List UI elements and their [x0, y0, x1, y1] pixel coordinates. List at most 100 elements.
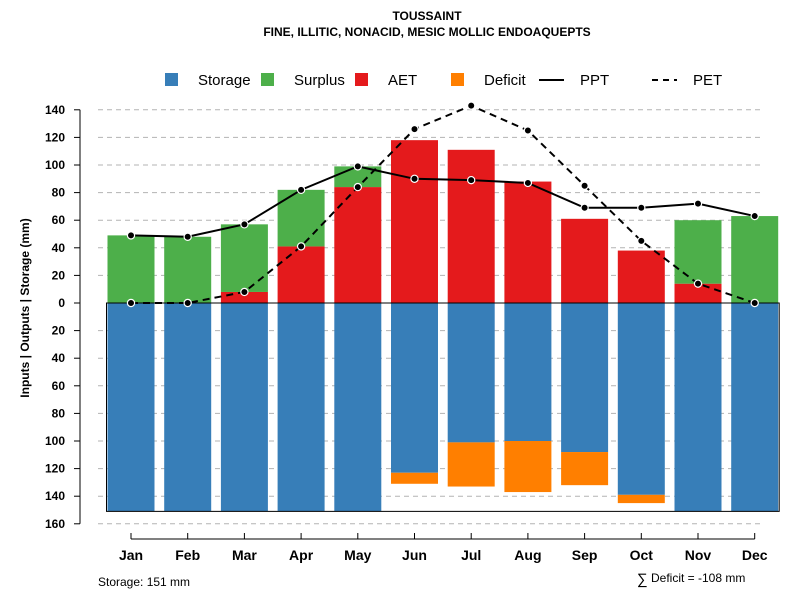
y-tick-label: 140	[45, 103, 65, 117]
sum-symbol: ∑	[637, 571, 648, 588]
legend-label-ppt: PPT	[580, 72, 609, 89]
bar-deficit	[617, 494, 665, 504]
bar-aet	[561, 218, 609, 303]
ppt-point	[183, 232, 192, 241]
x-tick-label: Nov	[685, 547, 712, 563]
ppt-point	[580, 203, 589, 212]
y-tick-label: 160	[45, 517, 65, 531]
bar-aet	[447, 149, 495, 303]
bar-surplus	[164, 236, 212, 303]
bar-storage	[277, 303, 325, 512]
y-tick-label: 100	[45, 434, 65, 448]
series-lines	[126, 101, 759, 308]
x-tick-label: Oct	[630, 547, 654, 563]
bar-surplus	[731, 216, 779, 303]
pet-point	[296, 242, 306, 251]
pet-point	[580, 181, 589, 190]
x-tick-label: Jun	[402, 547, 427, 563]
storage-note: Storage: 151 mm	[98, 575, 190, 589]
y-tick-label: 120	[45, 130, 65, 144]
bar-storage	[504, 303, 552, 441]
axes: 140 120 100 80 60 40 20 0 20 40 60 80 100 120 140 160 Ja…	[45, 103, 768, 563]
legend-label-surplus: Surplus	[294, 72, 345, 89]
bar-surplus	[277, 189, 325, 247]
bar-deficit	[391, 472, 438, 484]
legend-label-aet: AET	[388, 72, 417, 89]
y-tick-label: 0	[58, 296, 65, 310]
ppt-point	[750, 211, 759, 221]
bar-storage	[617, 303, 665, 495]
bar-aet	[391, 140, 438, 303]
bars	[106, 140, 780, 512]
pet-point	[240, 287, 249, 297]
legend-swatch-surplus	[261, 73, 274, 86]
x-tick-label: Jan	[119, 547, 143, 563]
y-tick-label: 80	[52, 406, 66, 420]
legend-label-storage: Storage	[198, 72, 251, 89]
pet-point	[353, 182, 362, 192]
y-tick-label: 40	[52, 351, 66, 365]
x-tick-label: Jul	[461, 547, 481, 563]
y-tick-label: 140	[45, 489, 65, 503]
legend-swatch-storage	[165, 73, 178, 86]
ppt-point	[523, 178, 533, 188]
bar-aet	[334, 187, 382, 303]
bar-deficit	[561, 452, 609, 486]
bar-surplus	[674, 220, 722, 284]
bar-aet	[617, 250, 665, 303]
pet-point	[523, 126, 533, 135]
bar-storage	[674, 303, 722, 512]
y-tick-label: 60	[52, 213, 66, 227]
bar-surplus	[220, 224, 268, 292]
y-tick-label: 80	[52, 186, 66, 200]
pet-point	[467, 101, 476, 110]
pet-point	[693, 279, 703, 288]
bar-aet	[277, 246, 325, 303]
bar-storage	[164, 303, 212, 512]
bar-aet	[220, 291, 268, 303]
bar-storage	[731, 303, 779, 512]
ppt-point	[353, 162, 362, 171]
bar-storage	[334, 303, 382, 512]
bar-aet	[504, 181, 552, 303]
ppt-point	[637, 203, 646, 212]
ppt-point	[240, 220, 249, 229]
ppt-point	[296, 185, 306, 195]
pet-point	[750, 298, 759, 308]
legend-swatch-deficit	[451, 73, 464, 86]
x-tick-label: Dec	[742, 547, 768, 563]
legend-label-pet: PET	[693, 72, 722, 89]
ppt-line	[130, 165, 755, 238]
bar-storage	[220, 303, 268, 512]
y-tick-label: 100	[45, 158, 65, 172]
legend-label-deficit: Deficit	[484, 72, 527, 89]
pet-point	[637, 236, 646, 246]
bar-storage	[561, 303, 609, 453]
pet-point	[410, 124, 419, 134]
x-tick-label: Mar	[232, 547, 257, 563]
ppt-point	[410, 174, 419, 183]
bar-storage	[391, 303, 438, 473]
ppt-point	[693, 199, 703, 208]
x-tick-label: Apr	[289, 547, 314, 563]
x-tick-label: Aug	[514, 547, 541, 563]
bar-deficit	[504, 441, 552, 493]
y-tick-label: 60	[52, 379, 66, 393]
x-tick-label: May	[344, 547, 371, 563]
legend: Storage Surplus AET Deficit PPT PET	[165, 72, 722, 89]
y-tick-label: 40	[52, 241, 66, 255]
chart-subtitle: FINE, ILLITIC, NONACID, MESIC MOLLIC END…	[263, 25, 590, 39]
bar-aet	[674, 283, 722, 303]
x-tick-label: Feb	[175, 547, 200, 563]
y-axis-label: Inputs | Outputs | Storage (mm)	[18, 218, 32, 397]
bar-storage	[447, 303, 495, 443]
y-tick-label: 120	[45, 462, 65, 476]
chart-title: TOUSSAINT	[392, 9, 462, 23]
x-tick-label: Sep	[572, 547, 598, 563]
legend-swatch-aet	[355, 73, 368, 86]
y-tick-label: 20	[52, 268, 66, 282]
deficit-note: Deficit = -108 mm	[651, 571, 745, 585]
bar-storage	[107, 303, 155, 512]
bar-surplus	[107, 235, 155, 303]
